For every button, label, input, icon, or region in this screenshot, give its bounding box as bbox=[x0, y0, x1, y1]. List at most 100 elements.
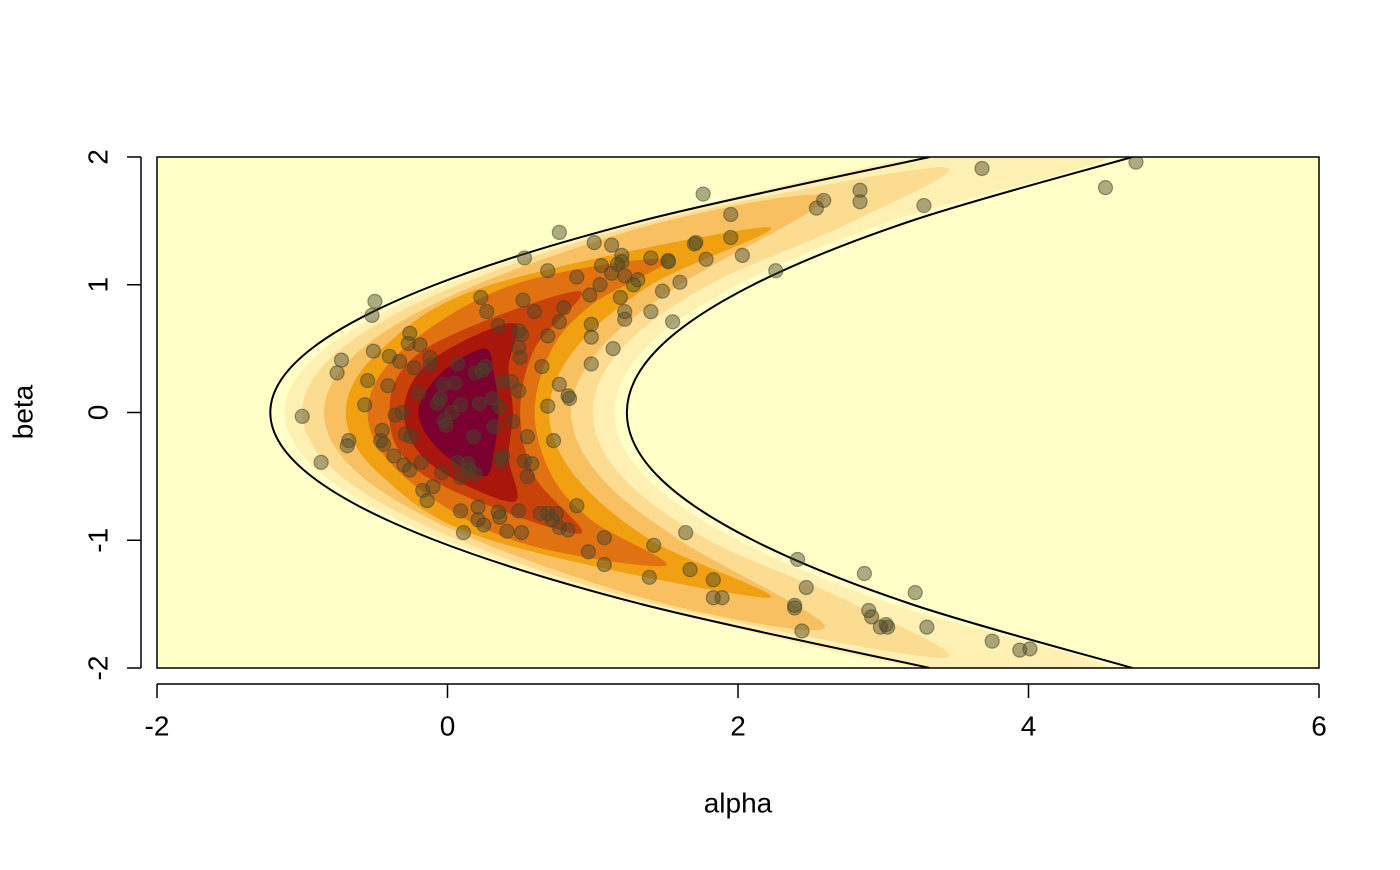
sample-point bbox=[524, 456, 540, 472]
sample-point bbox=[714, 590, 730, 606]
sample-point bbox=[560, 388, 576, 404]
boundary-curve bbox=[625, 157, 1133, 668]
sample-point bbox=[548, 505, 565, 522]
sample-point bbox=[560, 522, 576, 538]
sample-point bbox=[422, 357, 438, 373]
sample-point bbox=[569, 498, 585, 514]
sample-point bbox=[880, 619, 896, 635]
sample-point bbox=[794, 623, 810, 639]
sample-point bbox=[492, 509, 508, 525]
sample-point bbox=[593, 257, 610, 274]
sample-point bbox=[816, 192, 832, 209]
sample-point bbox=[617, 303, 633, 320]
sample-point bbox=[1022, 641, 1038, 657]
sample-point bbox=[313, 454, 329, 470]
sample-point bbox=[476, 517, 492, 533]
sample-point bbox=[473, 289, 489, 306]
sample-point bbox=[698, 251, 714, 267]
sample-point bbox=[447, 375, 463, 391]
sample-point bbox=[429, 395, 445, 412]
sample-point bbox=[434, 464, 450, 481]
sample-point bbox=[527, 303, 543, 320]
sample-point bbox=[768, 263, 784, 279]
sample-point bbox=[515, 292, 531, 308]
sample-point bbox=[470, 499, 486, 515]
sample-point bbox=[513, 524, 530, 541]
sample-point bbox=[474, 362, 490, 378]
sample-point bbox=[551, 314, 567, 330]
sample-point bbox=[734, 247, 750, 263]
sample-point bbox=[596, 530, 612, 546]
sample-point bbox=[425, 478, 441, 495]
sample-point bbox=[705, 572, 721, 588]
sample-point bbox=[534, 358, 550, 375]
sample-point bbox=[490, 318, 506, 334]
sample-point bbox=[419, 493, 435, 509]
sample-point bbox=[1128, 157, 1144, 170]
sample-point bbox=[540, 328, 556, 344]
y-tick-label: 1 bbox=[82, 277, 113, 293]
sample-point bbox=[878, 616, 894, 633]
sample-point bbox=[678, 524, 694, 541]
sample-point bbox=[467, 466, 483, 482]
axes: -2 0 2 4 6 -2 -1 0 1 2 bbox=[82, 149, 1326, 741]
sample-point bbox=[605, 341, 621, 357]
sample-point bbox=[856, 565, 872, 582]
sample-point bbox=[643, 250, 659, 266]
sample-point bbox=[294, 408, 310, 424]
sample-point bbox=[551, 224, 567, 240]
sample-point bbox=[357, 397, 373, 413]
y-axis-title: beta bbox=[7, 384, 38, 439]
sample-point bbox=[479, 303, 495, 320]
sample-point bbox=[586, 234, 602, 251]
sample-point bbox=[394, 404, 411, 421]
sample-point bbox=[470, 512, 486, 528]
sample-point bbox=[789, 551, 806, 568]
x-tick-label: -2 bbox=[145, 710, 170, 741]
sample-point bbox=[852, 194, 868, 210]
sample-point bbox=[413, 454, 429, 470]
sample-point bbox=[400, 335, 416, 352]
sample-point bbox=[1097, 180, 1114, 196]
sample-point bbox=[545, 433, 562, 449]
sample-point bbox=[505, 413, 521, 430]
y-tick-label: 2 bbox=[82, 149, 113, 165]
sample-point bbox=[660, 254, 676, 270]
point-layer bbox=[294, 157, 1144, 658]
sample-point bbox=[540, 398, 556, 414]
y-tick-label: 0 bbox=[82, 405, 113, 421]
sample-point bbox=[643, 303, 659, 320]
sample-point bbox=[391, 353, 408, 369]
sample-point bbox=[519, 429, 535, 445]
x-tick-label: 6 bbox=[1311, 710, 1327, 741]
x-tick-label: 4 bbox=[1021, 710, 1037, 741]
sample-point bbox=[609, 256, 626, 272]
sample-point bbox=[556, 300, 572, 316]
sample-point bbox=[402, 462, 418, 478]
contour-region bbox=[302, 167, 950, 658]
sample-point bbox=[592, 277, 608, 293]
curve-layer bbox=[269, 157, 1133, 668]
sample-point bbox=[466, 429, 482, 445]
x-axis-title: alpha bbox=[704, 787, 773, 818]
sample-point bbox=[984, 633, 1000, 649]
sample-point bbox=[511, 339, 527, 355]
sample-point bbox=[329, 365, 345, 381]
sample-point bbox=[614, 254, 630, 270]
sample-point bbox=[852, 182, 868, 198]
sample-point bbox=[519, 468, 535, 484]
sample-point bbox=[360, 372, 376, 389]
sample-point bbox=[403, 429, 419, 445]
boundary-curve bbox=[269, 157, 930, 668]
sample-point bbox=[907, 585, 923, 601]
sample-point bbox=[367, 293, 383, 309]
sample-point bbox=[492, 399, 508, 415]
sample-point bbox=[798, 579, 814, 596]
contour-layer bbox=[284, 157, 1109, 668]
sample-point bbox=[583, 329, 599, 345]
sample-point bbox=[540, 263, 556, 279]
sample-point bbox=[499, 523, 515, 539]
x-tick-label: 2 bbox=[730, 710, 746, 741]
sample-point bbox=[422, 349, 438, 366]
